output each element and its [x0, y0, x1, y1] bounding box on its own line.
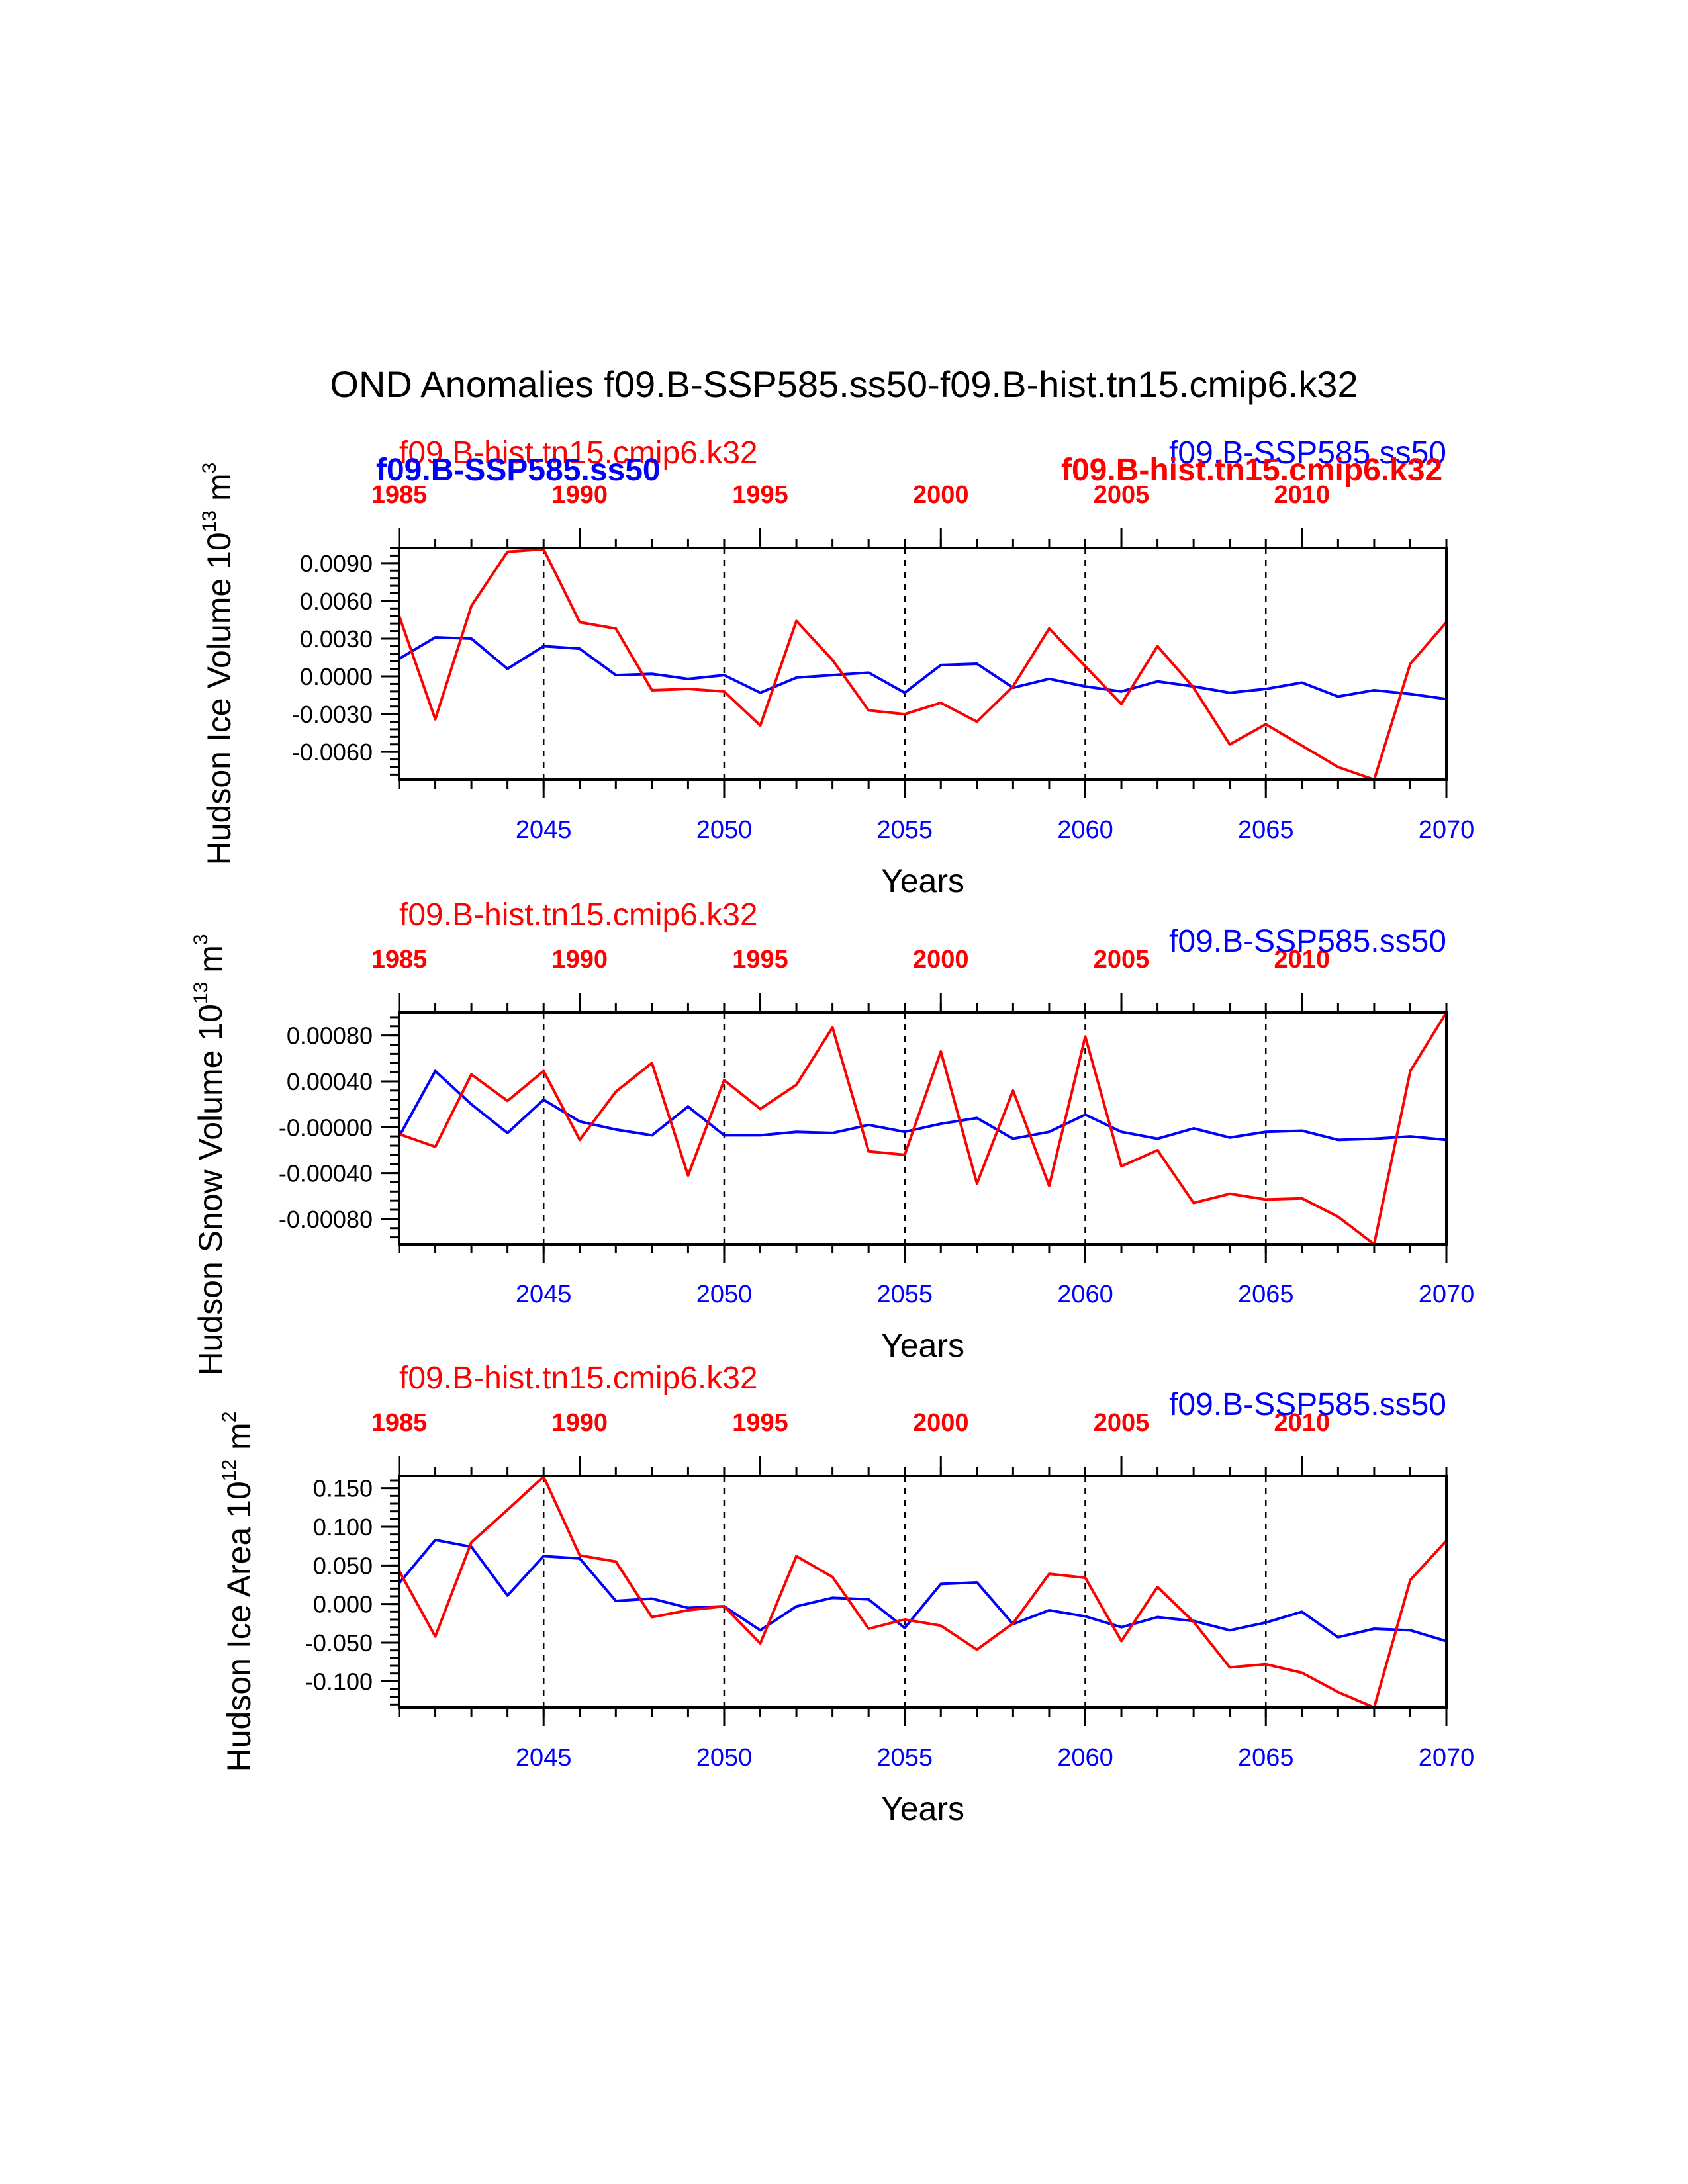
x-top-tick-label: 1995 [732, 946, 788, 974]
series-line-ssp585 [398, 1538, 1447, 1643]
y-axis-label: Hudson Snow Volume 1013 m3 [190, 934, 229, 1375]
series-label-hist: f09.B-hist.tn15.cmip6.k32 [399, 897, 758, 933]
y-tick-label: -0.0060 [292, 739, 373, 766]
y-axis-label-exponent: 13 [199, 510, 220, 532]
x-bottom-tick-label: 2070 [1419, 1281, 1475, 1308]
series-line-ssp585 [398, 636, 1447, 701]
x-bottom-tick-label: 2045 [516, 816, 572, 844]
y-tick-label: -0.0030 [292, 701, 373, 728]
series-line-hist [398, 1475, 1448, 1709]
y-axis-label-unit-exponent: 2 [218, 1412, 240, 1423]
plot-frame [398, 547, 1448, 781]
x-bottom-tick-label: 2050 [696, 1281, 753, 1308]
y-axis-label-unit: m [201, 473, 238, 510]
x-top-tick-label: 2005 [1094, 946, 1150, 974]
series-label-ssp585: f09.B-SSP585.ss50 [1169, 1387, 1446, 1422]
plot-frame [398, 1475, 1448, 1709]
x-bottom-tick-label: 2070 [1419, 816, 1475, 844]
y-axis-label-unit-exponent: 3 [190, 934, 212, 945]
x-bottom-tick-label: 2050 [696, 1744, 753, 1772]
x-top-tick-label: 1985 [371, 1409, 428, 1437]
x-top-tick-label: 2005 [1094, 481, 1150, 509]
y-tick-label: 0.150 [313, 1475, 373, 1502]
plot-frame [398, 1011, 1448, 1246]
y-tick-label: -0.00080 [279, 1206, 373, 1233]
y-tick-label: 0.000 [313, 1591, 373, 1618]
x-bottom-tick-label: 2070 [1419, 1744, 1475, 1772]
x-bottom-tick-label: 2050 [696, 816, 753, 844]
x-bottom-tick-label: 2065 [1238, 1744, 1294, 1772]
x-axis-label: Years [881, 862, 964, 899]
x-top-tick-label: 2000 [913, 946, 969, 974]
panel-ice-area: 2045 2050 2055 2060 2065 2070 1985 1990 1995 2000… [218, 1361, 1474, 1827]
y-axis-label-text: Hudson Ice Area 10 [220, 1481, 258, 1772]
x-bottom-tick-label: 2060 [1057, 816, 1113, 844]
x-axis-label: Years [881, 1790, 964, 1827]
y-tick-label: 0.0090 [300, 550, 373, 577]
x-top-tick-label: 2000 [913, 481, 969, 509]
series-label-ssp585: f09.B-SSP585.ss50 [376, 453, 661, 488]
x-top-tick-label: 1995 [732, 1409, 788, 1437]
x-top-tick-label: 2000 [913, 1409, 969, 1437]
y-tick-label: 0.0030 [300, 625, 373, 653]
panel-snow-volume: 2045 2050 2055 2060 2065 2070 1985 1990 1995 2000… [190, 897, 1474, 1376]
x-top-tick-label: 1985 [371, 481, 428, 509]
y-tick-label: 0.0060 [300, 588, 373, 615]
y-axis-label-exponent: 13 [190, 982, 212, 1004]
x-bottom-tick-label: 2045 [516, 1281, 572, 1308]
y-axis-label-text: Hudson Ice Volume 10 [201, 532, 238, 865]
y-tick-label: 0.0000 [300, 663, 373, 690]
x-top-tick-label: 1990 [551, 1409, 608, 1437]
x-bottom-tick-label: 2060 [1057, 1281, 1113, 1308]
y-axis-label-exponent: 12 [218, 1459, 240, 1481]
y-tick-label: 0.100 [313, 1514, 373, 1541]
x-top-tick-label: 2010 [1274, 1409, 1331, 1437]
x-top-tick-label: 2010 [1274, 946, 1331, 974]
y-axis-label-unit: m [192, 945, 229, 982]
y-axis-label-unit: m [220, 1422, 258, 1459]
x-top-tick-label: 2005 [1094, 1409, 1150, 1437]
x-bottom-tick-label: 2055 [876, 1281, 933, 1308]
x-bottom-tick-label: 2065 [1238, 816, 1294, 844]
series-line-hist [398, 547, 1448, 781]
y-tick-label: 0.050 [313, 1552, 373, 1579]
y-tick-label: 0.00040 [287, 1068, 373, 1095]
series-label-hist: f09.B-hist.tn15.cmip6.k32 [1061, 453, 1442, 488]
x-top-tick-label: 1990 [551, 946, 608, 974]
x-top-tick-label: 1985 [371, 946, 428, 974]
y-axis-label: Hudson Ice Volume 1013 m3 [199, 463, 238, 866]
x-top-tick-label: 1990 [551, 481, 608, 509]
panels: 2045 2050 2055 2060 2065 2070 1985 1990 1995 2000… [190, 435, 1474, 1827]
series-label-hist: f09.B-hist.tn15.cmip6.k32 [399, 435, 758, 471]
y-axis-label-unit-exponent: 3 [199, 463, 220, 474]
x-top-tick-label: 2010 [1274, 481, 1331, 509]
series-label-ssp585: f09.B-SSP585.ss50 [1169, 435, 1446, 471]
y-tick-label: -0.00000 [279, 1114, 373, 1141]
series-label-hist: f09.B-hist.tn15.cmip6.k32 [399, 1361, 758, 1396]
x-axis-label: Years [881, 1327, 964, 1364]
x-bottom-tick-label: 2045 [516, 1744, 572, 1772]
series-label-ssp585: f09.B-SSP585.ss50 [1169, 924, 1446, 959]
x-bottom-tick-label: 2060 [1057, 1744, 1113, 1772]
x-top-tick-label: 1995 [732, 481, 788, 509]
series-line-ssp585 [398, 1069, 1447, 1142]
x-bottom-tick-label: 2055 [876, 816, 933, 844]
x-bottom-tick-label: 2065 [1238, 1281, 1294, 1308]
y-tick-label: -0.050 [305, 1629, 373, 1657]
y-tick-label: -0.00040 [279, 1160, 373, 1187]
y-tick-label: -0.100 [305, 1668, 373, 1695]
figure-title: OND Anomalies f09.B-SSP585.ss50-f09.B-hi… [330, 363, 1358, 405]
panel-ice-volume: 2045 2050 2055 2060 2065 2070 1985 1990 1995 2000… [199, 435, 1474, 899]
y-axis-label-text: Hudson Snow Volume 10 [192, 1004, 229, 1375]
x-bottom-tick-label: 2055 [876, 1744, 933, 1772]
y-tick-label: 0.00080 [287, 1023, 373, 1050]
y-axis-label: Hudson Ice Area 1012 m2 [218, 1412, 258, 1772]
series-line-hist [399, 1011, 1448, 1246]
